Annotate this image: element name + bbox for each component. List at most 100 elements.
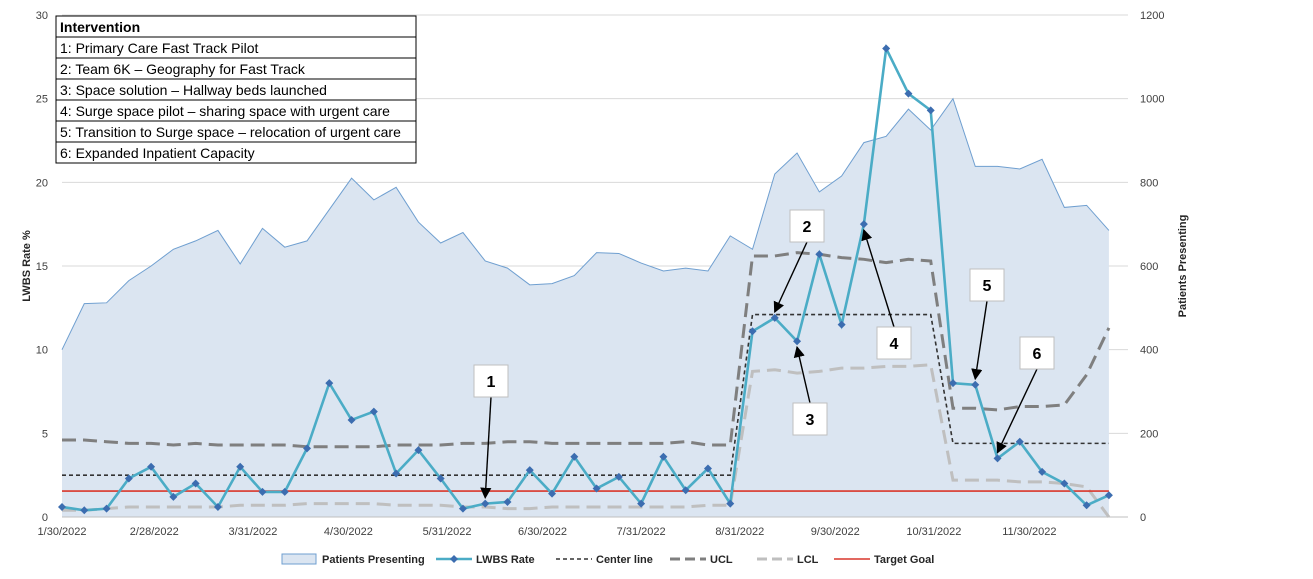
lwbs-point [436, 474, 445, 483]
lwbs-point [191, 479, 200, 488]
annotation-arrow [971, 300, 988, 381]
intervention-row: 6: Expanded Inpatient Capacity [60, 145, 255, 161]
lwbs-point [1082, 501, 1091, 510]
lwbs-point [58, 502, 66, 511]
y-left-tick-label: 10 [36, 345, 48, 357]
patients-line [61, 97, 1110, 350]
lwbs-point [659, 452, 668, 461]
lwbs-point [637, 499, 646, 508]
legend-label: Target Goal [874, 554, 934, 566]
annotation-label: 5 [983, 278, 992, 295]
lwbs-point [414, 446, 423, 455]
lwbs-point [904, 89, 913, 98]
lwbs-point [1104, 491, 1113, 500]
annotation-label: 3 [806, 412, 815, 429]
x-tick-label: 4/30/2022 [324, 526, 373, 538]
intervention-row: 5: Transition to Surge space – relocatio… [60, 124, 401, 140]
intervention-row: 1: Primary Care Fast Track Pilot [60, 40, 258, 56]
intervention-row: 3: Space solution – Hallway beds launche… [60, 82, 327, 98]
lwbs-point [948, 379, 957, 388]
y-right-axis-title: Patients Presenting [1177, 215, 1189, 318]
lwbs-point [169, 492, 178, 501]
annotation-label: 4 [890, 336, 899, 353]
lwbs-point [236, 462, 245, 471]
lwbs-point [837, 320, 846, 329]
lwbs-point [748, 327, 757, 336]
legend-swatch-patients [281, 553, 317, 565]
legend-label: UCL [710, 554, 733, 566]
lwbs-point [548, 489, 557, 498]
intervention-table-title: Intervention [60, 19, 140, 35]
x-tick-label: 11/30/2022 [1002, 526, 1056, 538]
annotation-label: 6 [1033, 346, 1042, 363]
annotation-label: 1 [487, 374, 496, 391]
y-right-tick-label: 1000 [1140, 94, 1164, 106]
annotation-box [789, 209, 825, 243]
lcl-line [62, 363, 1111, 518]
lwbs-point [369, 407, 378, 416]
lwbs-point [392, 469, 401, 478]
annotation-box [876, 326, 912, 360]
x-tick-label: 6/30/2022 [518, 526, 567, 538]
lwbs-point [503, 497, 512, 506]
y-right-tick-label: 1200 [1140, 10, 1164, 22]
lwbs-point [1015, 437, 1024, 446]
lwbs-point [592, 484, 601, 493]
y-left-tick-label: 5 [42, 428, 48, 440]
y-right-tick-label: 0 [1140, 512, 1146, 524]
x-tick-label: 9/30/2022 [811, 526, 860, 538]
y-right-tick-label: 200 [1140, 428, 1158, 440]
lwbs-point [926, 106, 935, 115]
legend-marker-lwbs [450, 555, 458, 563]
y-right-tick-label: 800 [1140, 177, 1158, 189]
lwbs-point [481, 499, 490, 508]
annotation-box [792, 402, 828, 436]
annotation-arrow [480, 396, 492, 500]
intervention-row: 4: Surge space pilot – sharing space wit… [60, 103, 390, 119]
x-tick-label: 7/31/2022 [617, 526, 666, 538]
legend-label: LWBS Rate [476, 554, 535, 566]
lwbs-point [124, 474, 133, 483]
x-tick-label: 8/31/2022 [715, 526, 764, 538]
y-right-tick-label: 400 [1140, 345, 1158, 357]
lwbs-point [80, 506, 89, 515]
annotation-label: 2 [803, 219, 812, 236]
lwbs-point [793, 337, 802, 346]
x-tick-label: 2/28/2022 [130, 526, 179, 538]
patients-area [62, 98, 1109, 518]
legend-label: LCL [797, 554, 819, 566]
annotation-box [969, 268, 1005, 302]
lwbs-point [681, 486, 690, 495]
y-left-tick-label: 20 [36, 177, 48, 189]
lwbs-point [993, 454, 1002, 463]
lwbs-point [458, 504, 467, 513]
annotation-arrow [793, 345, 811, 404]
legend-label: Center line [596, 554, 653, 566]
intervention-table [55, 15, 417, 164]
lwbs-point [815, 250, 824, 259]
annotation-arrow [996, 368, 1038, 454]
lwbs-point [971, 380, 980, 389]
lwbs-point [280, 487, 289, 496]
lwbs-point [213, 502, 222, 511]
annotation-box [1019, 336, 1055, 370]
lwbs-point [325, 379, 334, 388]
y-left-tick-label: 0 [42, 512, 48, 524]
annotation-box [473, 364, 509, 398]
lwbs-point [703, 464, 712, 473]
lwbs-point [147, 462, 156, 471]
lwbs-point [859, 220, 868, 229]
x-tick-label: 3/31/2022 [228, 526, 277, 538]
y-left-axis-title: LWBS Rate % [21, 230, 33, 302]
y-left-tick-label: 30 [36, 10, 48, 22]
intervention-row: 2: Team 6K – Geography for Fast Track [60, 61, 306, 77]
y-left-tick-label: 25 [36, 94, 48, 106]
lwbs-point [726, 499, 735, 508]
lwbs-point [570, 452, 579, 461]
annotation-arrow [773, 241, 808, 314]
lwbs-point [1038, 467, 1047, 476]
x-tick-label: 5/31/2022 [423, 526, 472, 538]
lwbs-point [770, 313, 779, 322]
lwbs-point [614, 472, 623, 481]
